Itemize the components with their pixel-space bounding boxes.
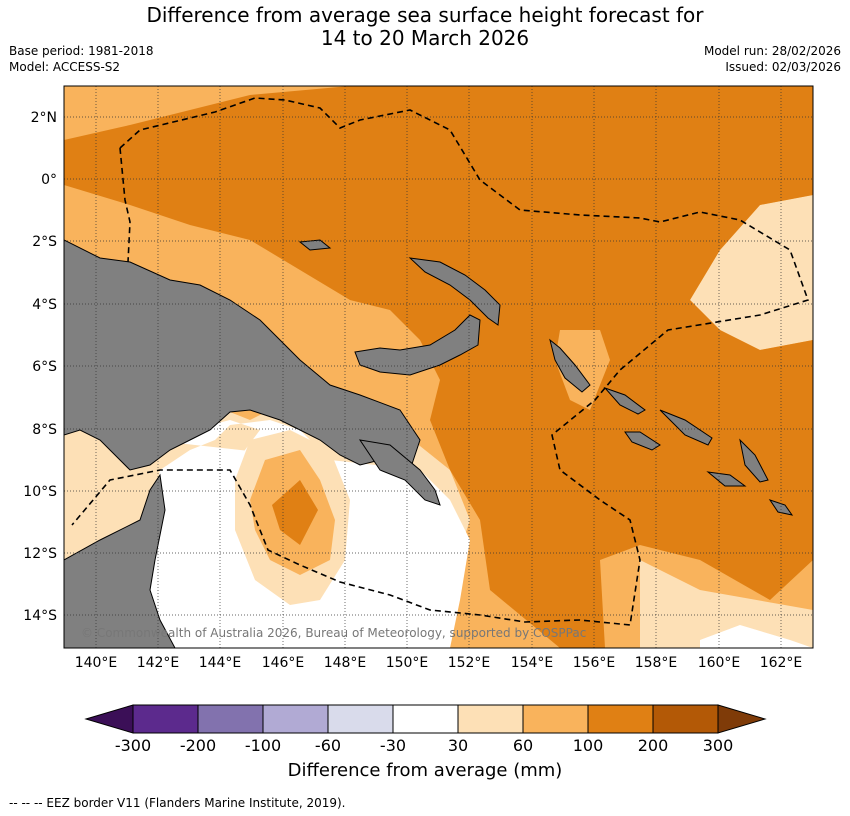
colorbar-segment xyxy=(588,705,653,733)
colorbar-title: Difference from average (mm) xyxy=(287,760,563,781)
land-new-guinea xyxy=(64,239,421,471)
land-cape-york xyxy=(64,473,176,648)
lon-label: 162°E xyxy=(760,655,803,671)
base-period: Base period: 1981-2018 xyxy=(9,44,154,58)
colorbar-segment xyxy=(653,705,718,733)
eez-border xyxy=(71,97,810,626)
colorbar-segment xyxy=(523,705,588,733)
colorbar-tick: 60 xyxy=(512,736,534,755)
lon-label: 160°E xyxy=(698,655,741,671)
map-area xyxy=(64,86,813,648)
colorbar-tick: 300 xyxy=(702,736,734,755)
title-line-1: Difference from average sea surface heig… xyxy=(146,3,704,27)
lon-label: 156°E xyxy=(573,655,616,671)
colorbar-segment xyxy=(198,705,263,733)
meta-left: Base period: 1981-2018 Model: ACCESS-S2 xyxy=(9,43,154,75)
colorbar-high-arrow xyxy=(717,704,767,734)
model-name: Model: ACCESS-S2 xyxy=(9,60,121,74)
model-run: Model run: 28/02/2026 xyxy=(703,44,841,58)
anomaly-100-200-region xyxy=(64,86,813,648)
eez-footnote: -- -- -- EEZ border V11 (Flanders Marine… xyxy=(9,796,346,810)
land-makira xyxy=(706,471,747,487)
map-frame xyxy=(63,85,814,649)
copyright-text: © Commonwealth of Australia 2026, Bureau… xyxy=(81,626,586,640)
lat-label: 8°S xyxy=(32,422,57,438)
colorbar-tick: -300 xyxy=(114,736,152,755)
colorbar-segment xyxy=(133,705,198,733)
colorbar-tick: -60 xyxy=(314,736,342,755)
lon-label: 146°E xyxy=(262,655,305,671)
colorbar-tick: 100 xyxy=(572,736,604,755)
colorbar-tick: 30 xyxy=(447,736,469,755)
eez-border-west xyxy=(119,147,131,263)
land-bougainville xyxy=(549,338,591,393)
lon-label: 150°E xyxy=(386,655,429,671)
colorbar-low-arrow xyxy=(84,704,134,734)
colorbar xyxy=(84,704,767,734)
lon-label: 140°E xyxy=(75,655,118,671)
meta-right: Model run: 28/02/2026 Issued: 02/03/2026 xyxy=(704,43,841,75)
title-line-2: 14 to 20 March 2026 xyxy=(320,26,530,50)
lat-label: 4°S xyxy=(32,297,57,313)
colorbar-segment xyxy=(393,705,458,733)
anomaly-30-60-region-southeast xyxy=(640,560,813,648)
lon-label: 152°E xyxy=(448,655,491,671)
lat-label: 10°S xyxy=(23,484,57,500)
colorbar-tick: 200 xyxy=(637,736,669,755)
land-new-ireland xyxy=(408,257,501,326)
lat-label: 0° xyxy=(41,172,57,188)
grid-lines xyxy=(64,86,813,648)
colorbar-segment xyxy=(263,705,328,733)
anomaly-30-60-region-east xyxy=(690,195,813,350)
land-choiseul xyxy=(603,386,646,415)
lat-labels: 2°N 0° 2°S 4°S 6°S 8°S 10°S 12°S 14°S xyxy=(23,110,57,624)
land-papua-tail xyxy=(358,439,441,506)
lat-label: 12°S xyxy=(23,546,57,562)
lat-label: 2°N xyxy=(31,110,57,126)
lon-label: 154°E xyxy=(511,655,554,671)
lat-label: 2°S xyxy=(32,234,57,250)
land-guadalcanal xyxy=(624,431,661,451)
anomaly-below-30-small xyxy=(700,625,813,648)
colorbar-segment xyxy=(328,705,393,733)
anomaly-100-200-centre xyxy=(272,480,318,545)
lon-label: 158°E xyxy=(635,655,678,671)
colorbar-tick: -100 xyxy=(244,736,282,755)
issued-date: Issued: 02/03/2026 xyxy=(725,60,841,74)
lon-label: 142°E xyxy=(137,655,180,671)
land-new-britain xyxy=(354,314,481,376)
colorbar-tick: -200 xyxy=(179,736,217,755)
colorbar-segment xyxy=(458,705,523,733)
lon-label: 144°E xyxy=(199,655,242,671)
lat-label: 14°S xyxy=(23,608,57,624)
lon-label: 148°E xyxy=(324,655,367,671)
land-santa-isabel xyxy=(659,409,713,446)
land-santa-cruz xyxy=(768,499,794,516)
anomaly-60-100-pocket xyxy=(555,330,610,410)
map-title: Difference from average sea surface heig… xyxy=(0,4,850,50)
lon-labels: 140°E 142°E 144°E 146°E 148°E 150°E 152°… xyxy=(75,655,803,671)
colorbar-frame xyxy=(132,704,719,734)
lat-label: 6°S xyxy=(32,359,57,375)
colorbar-tick: -30 xyxy=(379,736,407,755)
land-malaita xyxy=(739,438,769,483)
